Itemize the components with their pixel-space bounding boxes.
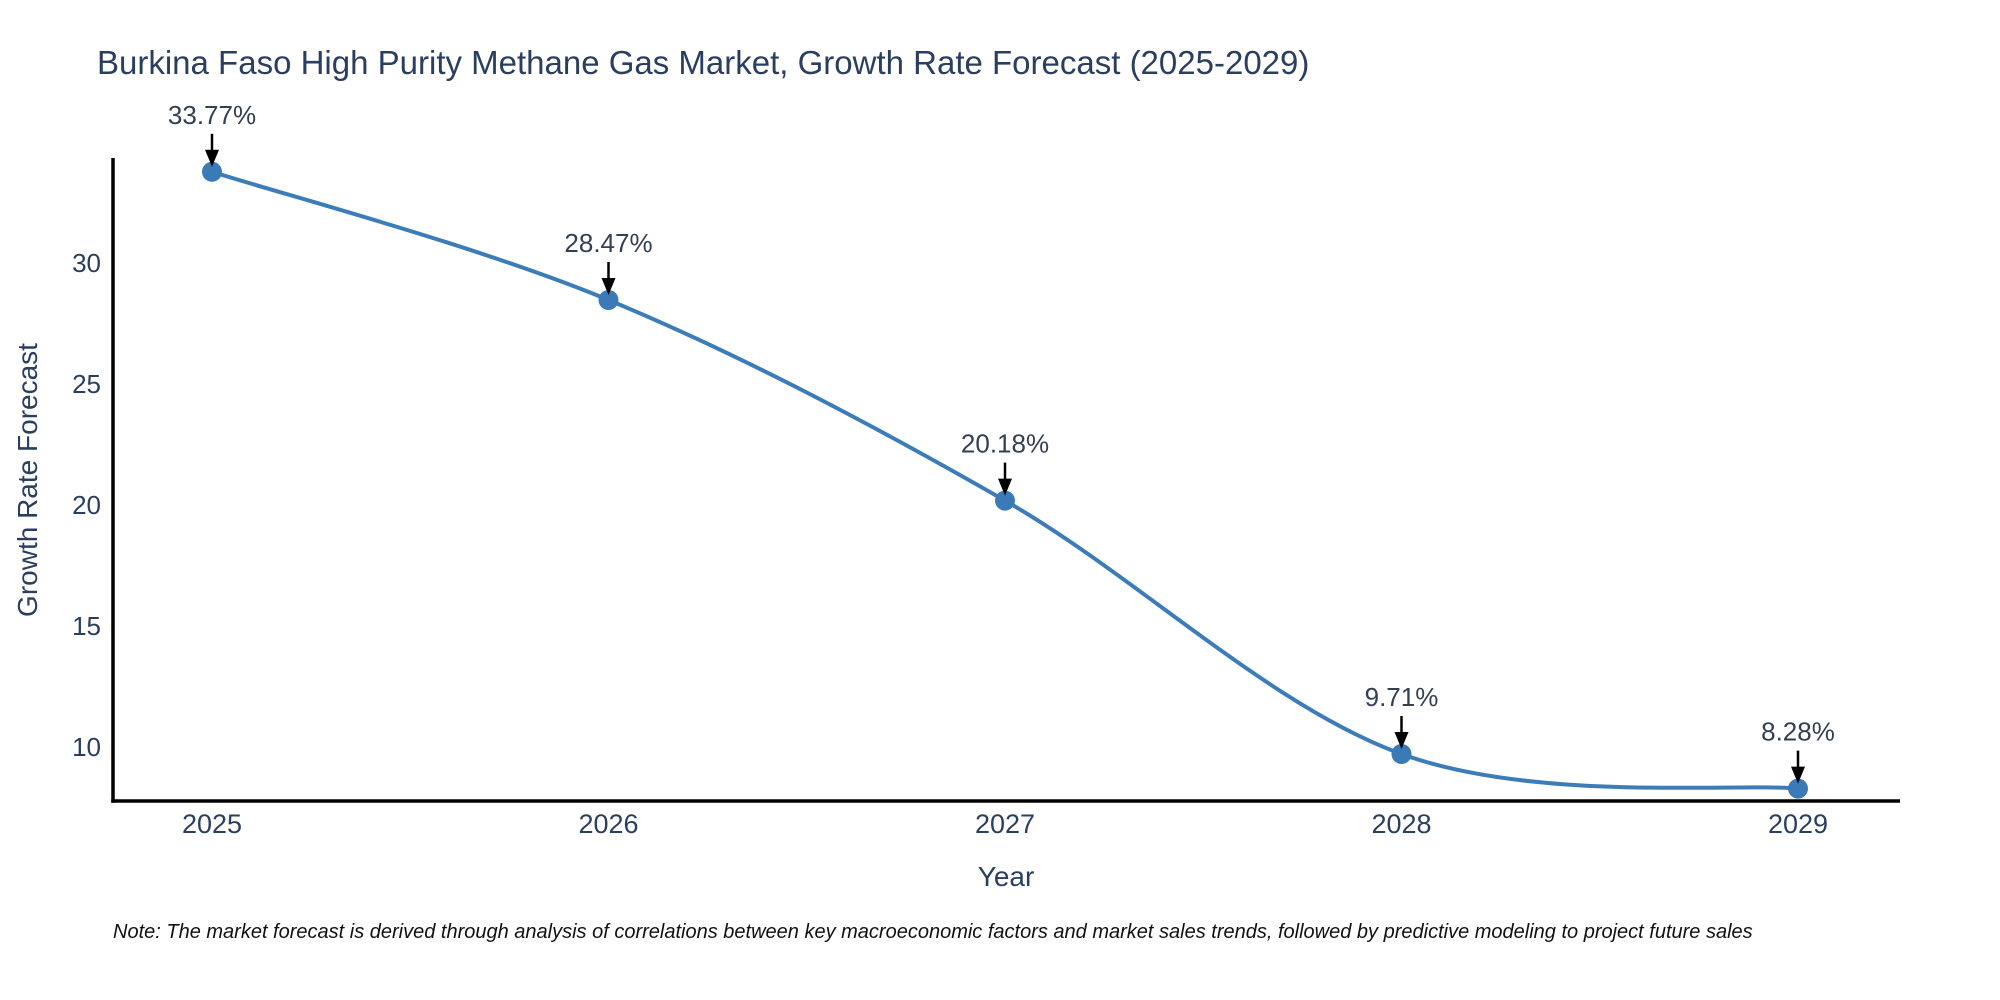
annotation-arrowhead-icon xyxy=(205,149,219,167)
y-tick-label: 15 xyxy=(72,611,101,641)
annotation-arrowhead-icon xyxy=(601,278,616,295)
data-point-marker[interactable] xyxy=(1391,744,1412,764)
x-tick-label: 2029 xyxy=(1768,809,1828,839)
x-axis-title: Year xyxy=(977,861,1035,892)
data-point-marker[interactable] xyxy=(598,290,619,310)
point-annotation-label: 33.77% xyxy=(168,100,256,130)
y-axis-title: Growth Rate Forecast xyxy=(12,343,43,617)
annotation-arrowhead-icon xyxy=(1394,732,1409,749)
x-tick-label: 2026 xyxy=(578,809,638,839)
annotation-arrowhead-icon xyxy=(1791,766,1805,784)
point-annotation-label: 9.71% xyxy=(1365,682,1439,712)
y-tick-label: 25 xyxy=(72,369,101,399)
point-annotation-label: 28.47% xyxy=(564,228,652,258)
data-point-marker[interactable] xyxy=(202,161,222,182)
point-annotation-label: 8.28% xyxy=(1761,717,1835,747)
y-tick-label: 10 xyxy=(72,732,101,762)
y-tick-label: 30 xyxy=(72,248,101,278)
point-annotation-label: 20.18% xyxy=(961,429,1049,459)
footnote: Note: The market forecast is derived thr… xyxy=(113,921,1753,943)
chart-title: Burkina Faso High Purity Methane Gas Mar… xyxy=(97,44,1310,81)
x-tick-label: 2027 xyxy=(975,809,1035,839)
x-tick-label: 2025 xyxy=(182,809,242,839)
data-point-marker[interactable] xyxy=(995,490,1015,511)
x-tick-label: 2028 xyxy=(1371,809,1431,839)
data-point-marker[interactable] xyxy=(1788,778,1808,799)
annotation-arrowhead-icon xyxy=(998,478,1012,496)
y-tick-label: 20 xyxy=(72,490,101,520)
